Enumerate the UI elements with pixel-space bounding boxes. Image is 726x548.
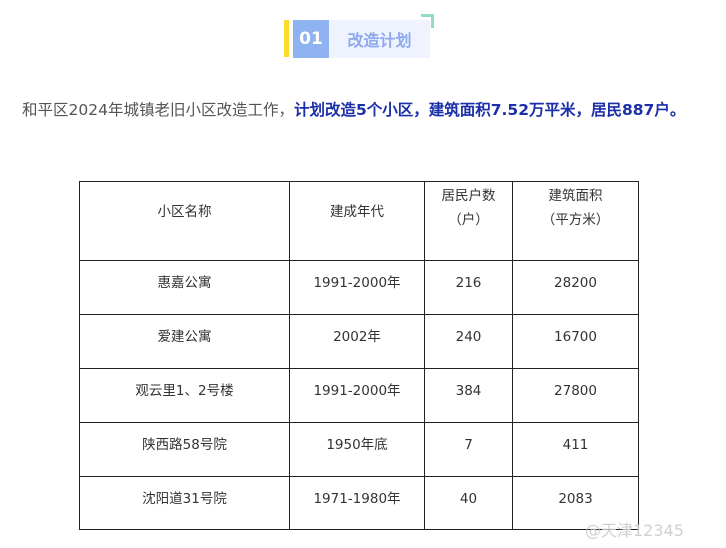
header-text: 居民户数（户） (441, 188, 496, 228)
renovation-table: 小区名称 建成年代 居民户数（户） 建筑面积 （平方米） 惠嘉公寓 1991-200… (79, 181, 639, 530)
table-cell: 216 (424, 260, 513, 315)
intro-bold: 计划改造5个小区，建筑面积7.52万平米，居民887户。 (293, 101, 686, 119)
table-cell: 1991-2000年 (289, 368, 425, 423)
table-cell: 16700 (512, 314, 639, 369)
table-cell: 384 (424, 368, 513, 423)
table-cell: 411 (512, 422, 639, 477)
table-cell: 27800 (512, 368, 639, 423)
table-row: 观云里1、2号楼 1991-2000年 384 27800 (79, 368, 639, 423)
intro-paragraph: 和平区2024年城镇老旧小区改造工作，计划改造5个小区，建筑面积7.52万平米，… (22, 97, 712, 124)
table-row: 惠嘉公寓 1991-2000年 216 28200 (79, 260, 639, 315)
header-text: （平方米） (541, 212, 610, 228)
table-cell: 沈阳道31号院 (79, 476, 290, 530)
header-text: 小区名称 (157, 204, 212, 220)
table-cell: 爱建公寓 (79, 314, 290, 369)
table-cell: 陕西路58号院 (79, 422, 290, 477)
header-text: 建筑面积 (548, 188, 603, 204)
header-cell: 建成年代 (289, 181, 425, 261)
weibo-watermark: @天津12345 (585, 521, 684, 540)
table-row: 陕西路58号院 1950年底 7 411 (79, 422, 639, 477)
table-cell: 2083 (512, 476, 639, 530)
table-cell: 1950年底 (289, 422, 425, 477)
table-row: 爱建公寓 2002年 240 16700 (79, 314, 639, 369)
table-cell: 1991-2000年 (289, 260, 425, 315)
table-cell: 240 (424, 314, 513, 369)
intro-plain: 和平区2024年城镇老旧小区改造工作， (22, 101, 294, 119)
table-row: 沈阳道31号院 1971-1980年 40 2083 (79, 476, 639, 530)
accent-bar (284, 20, 289, 57)
table-cell: 1971-1980年 (289, 476, 425, 530)
table-header-row: 小区名称 建成年代 居民户数（户） 建筑面积 （平方米） (79, 181, 639, 261)
section-number: 01 (293, 20, 329, 58)
table-cell: 7 (424, 422, 513, 477)
table-cell: 2002年 (289, 314, 425, 369)
header-cell: 建筑面积 （平方米） (512, 181, 639, 261)
table-cell: 40 (424, 476, 513, 530)
header-cell: 小区名称 (79, 181, 290, 261)
header-cell: 居民户数（户） (424, 181, 513, 261)
corner-decoration (421, 14, 434, 28)
table-cell: 惠嘉公寓 (79, 260, 290, 315)
table-cell: 28200 (512, 260, 639, 315)
section-title: 改造计划 (329, 20, 430, 58)
header-text: 建成年代 (330, 204, 384, 220)
table-cell: 观云里1、2号楼 (79, 368, 290, 423)
